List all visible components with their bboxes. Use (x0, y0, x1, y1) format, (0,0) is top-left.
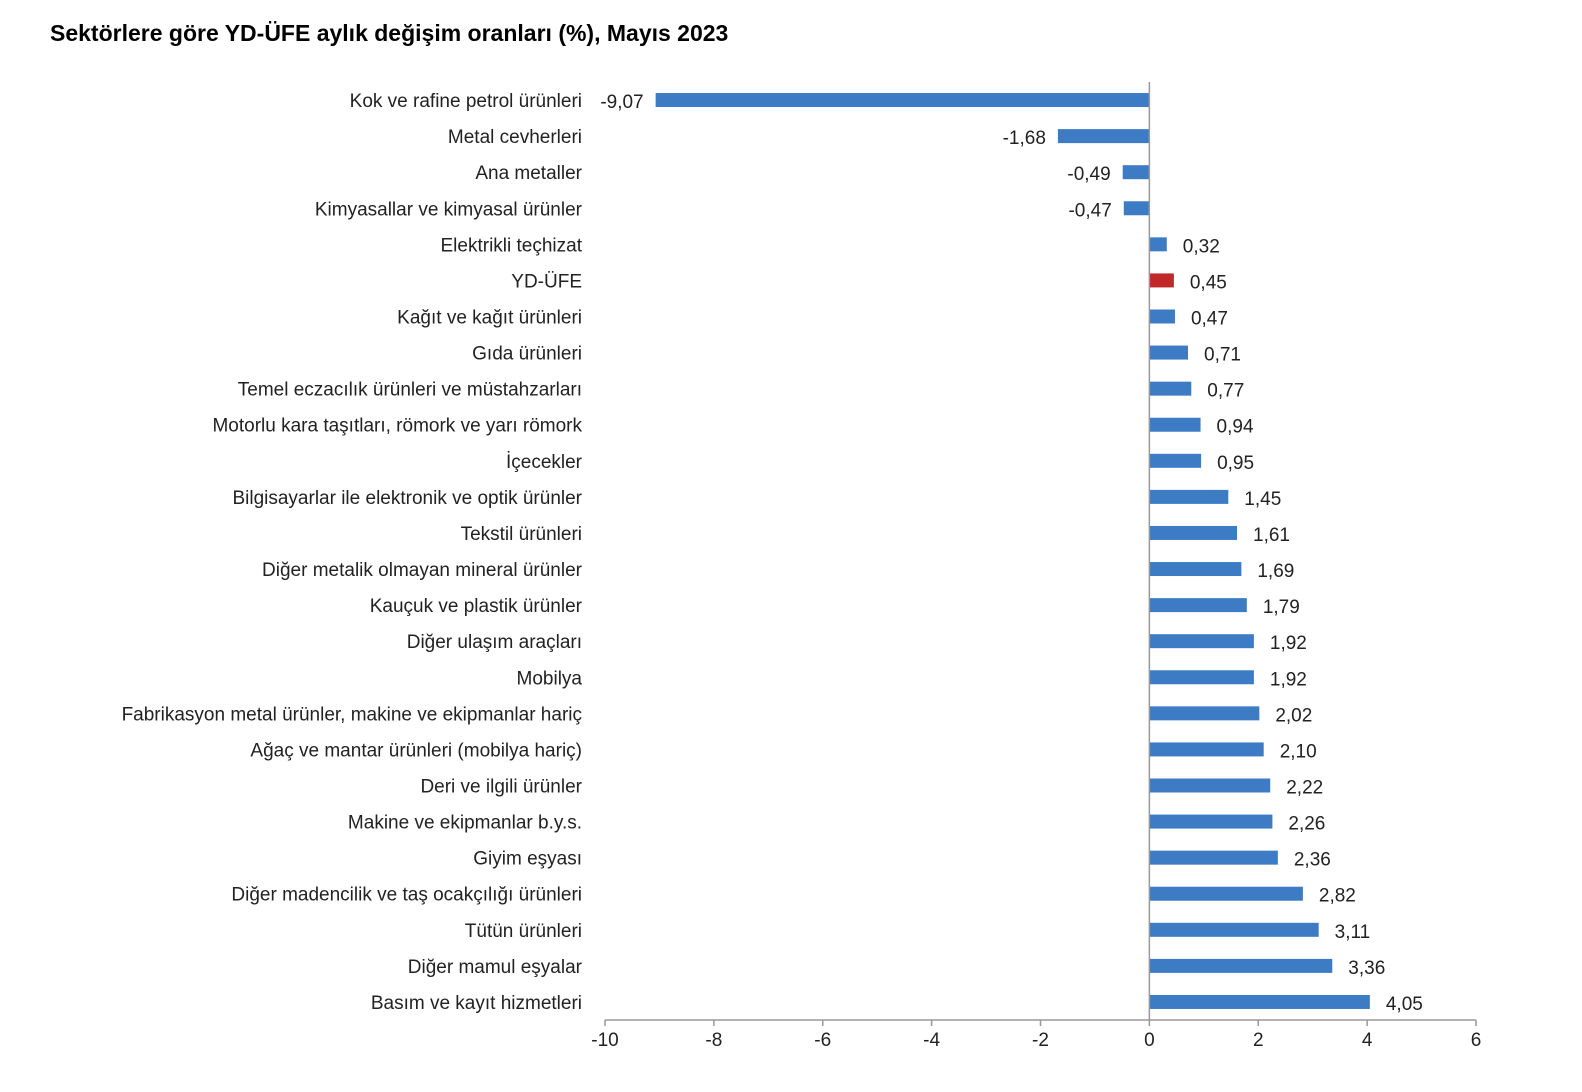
category-label: Bilgisayarlar ile elektronik ve optik ür… (232, 488, 582, 509)
category-label: Temel eczacılık ürünleri ve müstahzarlar… (238, 380, 582, 401)
category-label: Giyim eşyası (473, 849, 582, 870)
category-label: Mobilya (517, 668, 583, 689)
data-label: -0,47 (1068, 200, 1111, 221)
category-label: YD-ÜFE (511, 271, 582, 292)
category-label: Elektrikli teçhizat (441, 235, 583, 256)
category-label: Gıda ürünleri (472, 344, 582, 365)
bar (1149, 598, 1247, 613)
bar (1149, 273, 1174, 288)
data-label: 2,02 (1275, 705, 1312, 726)
x-tick-label: -2 (1032, 1030, 1049, 1051)
bar (655, 93, 1150, 108)
data-label: 2,10 (1280, 741, 1317, 762)
category-label: Diğer ulaşım araçları (407, 632, 582, 653)
value-labels: -9,07 -1,68 -0,49 -0,47 0,32 0,45 0,47 0,71 0,77… (600, 92, 1423, 1015)
x-tick-label: 6 (1471, 1030, 1482, 1051)
category-label: Kok ve rafine petrol ürünleri (350, 91, 582, 112)
data-label: 0,77 (1207, 381, 1244, 402)
bar (1149, 562, 1242, 577)
category-label: Makine ve ekipmanlar b.y.s. (348, 813, 582, 834)
bar (1149, 489, 1229, 504)
bar (1149, 525, 1238, 540)
bar (1149, 634, 1254, 649)
data-label: 4,05 (1386, 994, 1423, 1015)
bar (1149, 922, 1319, 937)
category-label: Motorlu kara taşıtları, römork ve yarı r… (212, 416, 582, 437)
x-tick-label: 2 (1253, 1030, 1264, 1051)
data-label: 2,26 (1288, 814, 1325, 835)
bar (1149, 886, 1303, 901)
category-label: Metal cevherleri (448, 127, 582, 148)
category-label: Diğer mamul eşyalar (408, 957, 583, 978)
category-label: Ana metaller (475, 163, 582, 184)
data-label: 2,36 (1294, 850, 1331, 871)
bar (1149, 417, 1201, 432)
bar (1149, 237, 1167, 252)
category-label: Fabrikasyon metal ürünler, makine ve eki… (122, 704, 582, 725)
data-label: 1,69 (1257, 561, 1294, 582)
bar (1149, 994, 1370, 1009)
x-tick-label: -4 (923, 1030, 940, 1051)
category-label: İçecekler (506, 452, 583, 473)
data-label: -0,49 (1067, 164, 1110, 185)
bar (1149, 381, 1192, 396)
x-tick-label: 0 (1144, 1030, 1155, 1051)
data-label: 1,45 (1244, 489, 1281, 510)
category-label: Kauçuk ve plastik ürünler (370, 596, 583, 617)
bar (1149, 850, 1278, 865)
bar (1149, 670, 1254, 685)
data-label: -9,07 (600, 92, 643, 113)
data-label: 3,11 (1335, 922, 1371, 943)
x-tick-label: -8 (705, 1030, 722, 1051)
category-label: Diğer metalik olmayan mineral ürünler (262, 560, 583, 581)
data-label: 2,82 (1319, 886, 1356, 907)
data-label: 0,47 (1191, 309, 1228, 330)
bar (1123, 201, 1150, 216)
data-label: 1,79 (1263, 597, 1300, 618)
data-label: 0,71 (1204, 345, 1241, 366)
x-tick-label: -10 (591, 1030, 618, 1051)
bar (1149, 958, 1333, 973)
bar (1149, 778, 1271, 793)
category-label: Tekstil ürünleri (461, 524, 582, 545)
x-tick-label: 4 (1362, 1030, 1373, 1051)
category-label: Kimyasallar ve kimyasal ürünler (315, 199, 583, 220)
bar (1149, 814, 1273, 829)
data-label: 0,95 (1217, 453, 1254, 474)
data-label: 3,36 (1348, 958, 1385, 979)
category-label: Diğer madencilik ve taş ocakçılığı ürünl… (231, 885, 582, 906)
category-label: Kağıt ve kağıt ürünleri (397, 308, 582, 329)
data-label: 1,92 (1270, 633, 1307, 654)
data-label: 1,61 (1253, 525, 1290, 546)
chart-title: Sektörlere göre YD-ÜFE aylık değişim ora… (50, 20, 729, 46)
data-label: -1,68 (1003, 128, 1046, 149)
bar (1149, 453, 1202, 468)
bar (1149, 345, 1189, 360)
category-label: Deri ve ilgili ürünler (420, 777, 582, 798)
data-label: 2,22 (1286, 778, 1323, 799)
data-label: 1,92 (1270, 669, 1307, 690)
x-tick-label: -6 (814, 1030, 831, 1051)
bar (1057, 129, 1150, 144)
category-labels: Kok ve rafine petrol ürünleri Metal cevhe… (122, 91, 583, 1014)
bar (1149, 706, 1260, 721)
category-label: Ağaç ve mantar ürünleri (mobilya hariç) (250, 740, 582, 761)
category-label: Tütün ürünleri (465, 921, 582, 942)
bar (1149, 742, 1264, 757)
data-label: 0,94 (1217, 417, 1254, 438)
x-axis: -10 -8 -6 -4 -2 0 2 4 6 (591, 1019, 1482, 1051)
bar (1122, 165, 1150, 180)
bar (1149, 309, 1175, 324)
bars-group (655, 93, 1370, 1009)
data-label: 0,32 (1183, 236, 1220, 257)
category-label: Basım ve kayıt hizmetleri (371, 993, 582, 1014)
data-label: 0,45 (1190, 272, 1227, 293)
